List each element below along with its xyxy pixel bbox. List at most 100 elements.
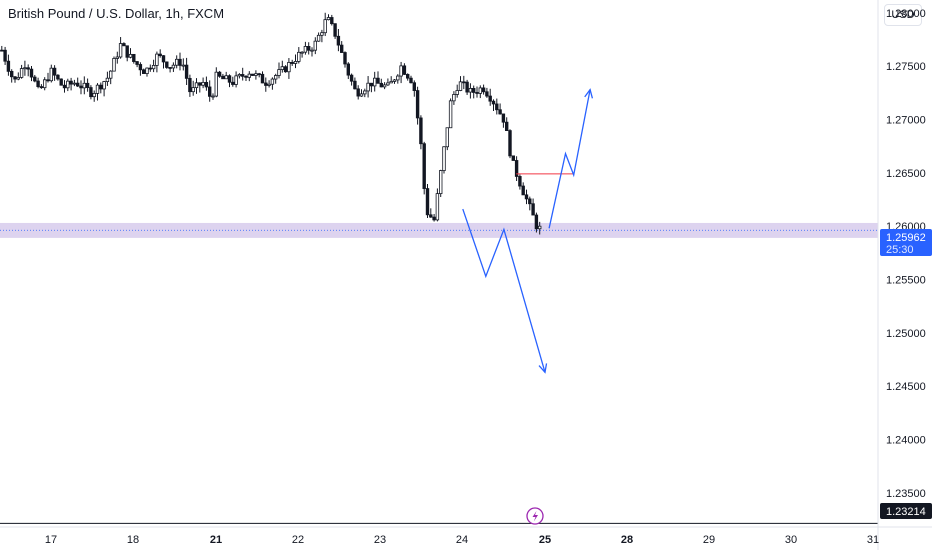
candle-body [382,84,387,88]
candle [234,71,238,88]
candle-body [359,93,364,97]
candle [72,79,77,87]
candle [52,65,57,81]
candle [435,188,440,222]
candle [514,156,519,182]
candle-body [6,60,11,72]
candle [165,61,169,69]
price-tick-label: 1.23500 [886,488,926,500]
current-price-label: 1.25962 [886,232,926,244]
candle [349,73,354,86]
candle-body [224,75,228,80]
candle-body [300,51,304,54]
candle [194,78,199,94]
candle [458,76,463,92]
candle-body [372,77,377,87]
candle-body [128,53,133,58]
candle-body [336,35,341,46]
candle-body [112,58,116,72]
candle-body [221,75,225,80]
lightning-icon[interactable] [526,507,544,525]
candle [240,67,245,81]
candle-body [475,92,479,94]
candle-body [524,194,529,200]
time-axis[interactable]: 17 18 21 22 23 24 25 28 29 30 31 [45,534,879,546]
candle-body [66,80,70,89]
candle-body [458,81,463,91]
candle [468,83,473,99]
current-price-badge [880,229,932,256]
candle-body [82,82,86,89]
candle [448,98,453,129]
candle [478,85,482,99]
candle [250,73,255,76]
candle [122,42,126,47]
candle [297,47,301,64]
time-tick-label: 25 [539,534,551,546]
candle-body [141,69,146,74]
candle-body [376,77,380,84]
candle [326,14,331,21]
candle-body [148,67,152,70]
candle-body [316,34,321,42]
candle [504,117,509,131]
candle [112,56,116,72]
candle [141,68,146,74]
candle-body [313,40,317,51]
candle [290,59,294,66]
candle [69,77,73,91]
candle [135,61,139,68]
candle [491,99,496,112]
candle [92,90,96,102]
candle [333,23,337,39]
candle-body [244,75,248,78]
candle [178,52,182,71]
candle [6,54,11,76]
candle [33,74,37,83]
candle [438,169,443,198]
candle [455,84,459,98]
candle-body [49,67,53,82]
candle [115,51,119,64]
candle-body [343,52,347,65]
candle [231,76,235,87]
candle [105,71,110,86]
candle-body [151,64,156,70]
candle [518,174,522,190]
candle-body [528,198,532,205]
candle [237,73,242,79]
candle [508,129,512,159]
candle-body [234,75,238,85]
candle-body [43,79,47,89]
candle [445,127,449,151]
candle [26,64,30,77]
candle [188,74,192,97]
candle [29,66,34,82]
candle-body [99,84,103,90]
candle-body [386,82,390,86]
candle-body [250,73,255,76]
chart-title: British Pound / U.S. Dollar, 1h, FXCM [8,6,225,21]
candle [95,83,100,101]
candle [366,76,370,98]
candle-body [455,90,459,95]
candle-body [283,66,288,73]
currency-button[interactable]: USD [884,4,922,26]
candle-body [158,53,162,57]
candle-body [277,69,281,76]
candle-body [531,203,535,216]
candle-body [201,81,205,86]
candle-body [280,66,284,70]
candle-body [462,81,466,84]
candle-body [52,67,57,76]
candle-body [310,49,314,52]
candle-body [118,43,123,58]
candle-body [231,81,235,85]
candle [264,77,268,92]
price-axis[interactable]: 1.280001.275001.270001.265001.260001.255… [886,8,926,500]
candle [481,84,486,95]
candle-body [293,61,298,64]
candle [524,189,529,205]
candle [346,62,350,80]
